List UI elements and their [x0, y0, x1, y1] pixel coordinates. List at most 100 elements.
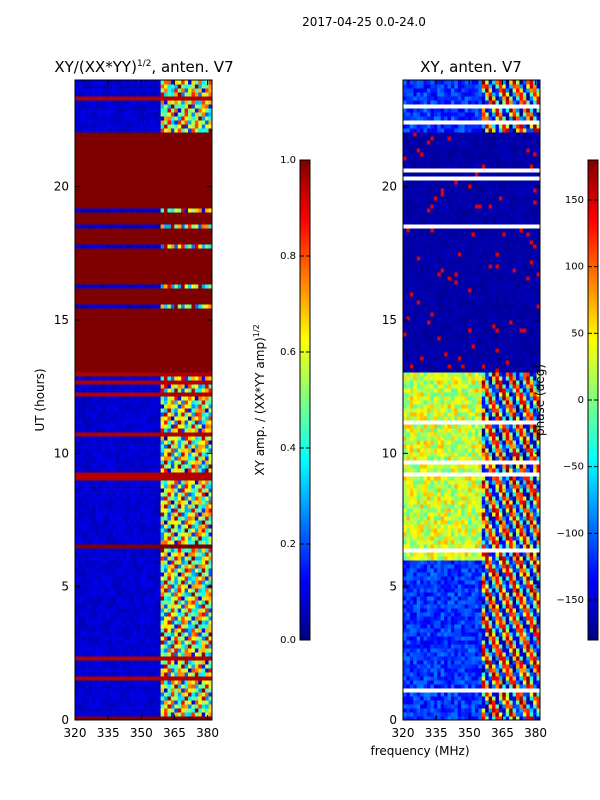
heat-cell — [157, 556, 162, 561]
heat-cell — [88, 400, 93, 405]
heat-cell — [119, 560, 124, 565]
heat-cell — [133, 92, 138, 97]
heat-cell — [194, 712, 199, 717]
heat-cell — [78, 452, 83, 457]
heat-cell — [116, 428, 121, 433]
heat-cell — [150, 516, 155, 521]
heat-cell — [536, 692, 540, 697]
heat-cell — [157, 244, 162, 249]
heat-cell — [102, 520, 107, 525]
heat-cell — [98, 620, 103, 625]
heat-cell — [85, 460, 90, 465]
heat-cell — [75, 228, 212, 233]
heat-cell — [191, 96, 196, 101]
heat-cell — [98, 480, 103, 485]
heat-cell — [478, 656, 483, 661]
heat-cell — [170, 92, 175, 97]
heat-cell — [85, 588, 90, 593]
heat-cell — [146, 80, 151, 85]
heat-cell — [444, 692, 449, 697]
heat-cell — [75, 104, 79, 109]
heat-cell — [194, 608, 199, 613]
heat-cell — [194, 692, 199, 697]
heat-cell — [184, 648, 189, 653]
heat-cell — [122, 620, 127, 625]
heat-cell — [143, 568, 148, 573]
heat-cell — [181, 448, 186, 453]
heat-cell — [167, 96, 172, 101]
heat-cell — [201, 632, 206, 637]
heat-cell — [188, 660, 192, 665]
heat-cell — [98, 612, 103, 617]
heat-cell — [150, 620, 155, 625]
heat-cell — [516, 688, 520, 693]
heat-cell — [409, 696, 414, 701]
heat-cell — [75, 608, 79, 613]
heat-cell — [184, 572, 189, 577]
heat-cell — [126, 456, 131, 461]
heat-cell — [136, 588, 141, 593]
heat-cell — [181, 568, 186, 573]
heat-cell — [102, 448, 107, 453]
heat-cell — [160, 660, 165, 665]
heat-cell — [208, 440, 212, 445]
heat-cell — [174, 484, 179, 489]
heat-cell — [181, 492, 186, 497]
heat-cell — [205, 516, 210, 521]
heat-cell — [92, 124, 97, 129]
heat-cell — [146, 92, 151, 97]
heat-cell — [143, 456, 148, 461]
heat-cell — [116, 664, 121, 669]
heat-cell — [75, 436, 79, 441]
heat-cell — [205, 588, 210, 593]
heat-cell — [516, 672, 520, 677]
heat-cell — [188, 508, 192, 513]
heat-cell — [181, 244, 186, 249]
heat-cell — [81, 512, 86, 517]
heat-cell — [143, 460, 148, 465]
heat-cell — [81, 116, 86, 121]
heat-cell — [177, 684, 182, 689]
heat-cell — [133, 552, 138, 557]
heat-cell — [181, 224, 186, 229]
heat-cell — [146, 488, 151, 493]
heat-cell — [95, 616, 100, 621]
heat-cell — [160, 652, 165, 657]
heat-cell — [153, 624, 158, 629]
heat-cell — [112, 100, 117, 105]
heat-cell — [160, 436, 165, 441]
heat-cell — [136, 440, 141, 445]
heat-cell — [198, 632, 203, 637]
heat-cell — [208, 104, 212, 109]
heat-cell — [170, 512, 175, 517]
heat-cell — [112, 208, 117, 213]
heat-cell — [519, 716, 524, 720]
heat-cell — [133, 580, 138, 585]
heat-cell — [119, 696, 124, 701]
heat-cell — [164, 592, 168, 597]
heat-cell — [170, 436, 175, 441]
heat-cell — [423, 704, 428, 709]
heat-cell — [102, 400, 107, 405]
heat-cell — [146, 372, 151, 377]
heat-cell — [177, 440, 182, 445]
heat-cell — [181, 108, 186, 113]
heat-cell — [75, 624, 79, 629]
heat-cell — [174, 696, 179, 701]
heat-cell — [88, 208, 93, 213]
heat-cell — [157, 704, 162, 709]
heat-cell — [119, 100, 124, 105]
heat-cell — [468, 676, 472, 681]
heat-cell — [112, 632, 117, 637]
heat-cell — [88, 424, 93, 429]
heat-cell — [194, 640, 199, 645]
heat-cell — [98, 428, 103, 433]
heat-cell — [167, 452, 172, 457]
heat-cell — [160, 564, 165, 569]
heat-cell — [488, 704, 493, 709]
heat-cell — [201, 568, 206, 573]
heat-cell — [102, 512, 107, 517]
heat-cell — [88, 416, 93, 421]
heat-cell — [85, 632, 90, 637]
heat-cell — [102, 384, 107, 389]
